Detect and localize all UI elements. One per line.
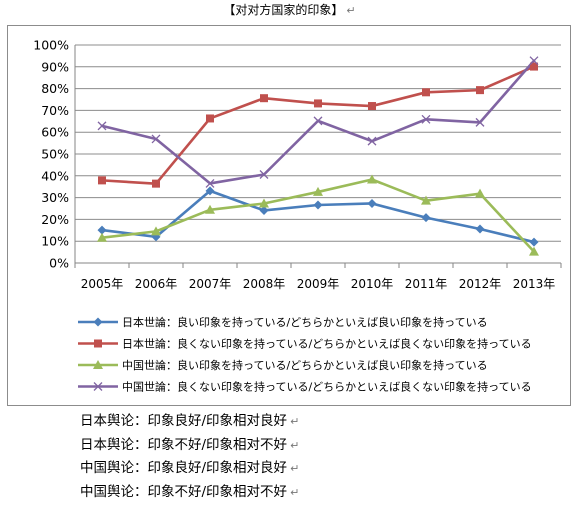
- data-point-series-3: [367, 174, 377, 184]
- x-marker-stroke: [529, 56, 539, 66]
- notes-block: 日本舆论：印象良好/印象相对良好 ↵ 日本舆论：印象不好/印象相对不好 ↵ 中国舆论…: [80, 410, 299, 504]
- data-point-series-3: [259, 198, 269, 208]
- legend-marker-1: [93, 317, 103, 327]
- data-point-series-1: [259, 205, 269, 215]
- x-tick-label: 2005年: [81, 277, 124, 291]
- note-line-japan-good: 日本舆论：印象良好/印象相对良好 ↵: [80, 410, 299, 434]
- y-tick-label: 10%: [41, 234, 69, 249]
- data-point-series-2: [476, 86, 484, 95]
- chart-frame: 0% 10% 20% 30% 40% 50% 60% 70% 80% 90% 100% 2005年 20…: [7, 25, 571, 406]
- data-point-series-4: [97, 121, 107, 131]
- x-marker-stroke: [475, 117, 485, 127]
- data-point-series-1: [367, 198, 377, 208]
- data-point-series-3: [313, 186, 323, 196]
- x-tick-label: 2008年: [243, 277, 286, 291]
- x-tick-label: 2007年: [189, 277, 232, 291]
- note-text: 中国舆论：印象不好/印象相对不好: [80, 483, 288, 500]
- x-marker-stroke: [205, 178, 215, 188]
- paragraph-mark-icon: ↵: [346, 4, 356, 17]
- x-marker-stroke: [367, 136, 377, 146]
- y-tick-label: 90%: [41, 59, 69, 74]
- document-title: 【对对方国家的印象】 ↵: [0, 1, 579, 18]
- data-point-series-4: [529, 56, 539, 66]
- data-point-series-2: [206, 114, 214, 123]
- data-point-series-2: [530, 62, 538, 71]
- note-text: 日本舆论：印象不好/印象相对不好: [80, 436, 288, 453]
- y-tick-label: 50%: [41, 147, 69, 162]
- x-tick-label: 2006年: [135, 277, 178, 291]
- data-point-series-1: [421, 213, 431, 223]
- data-point-series-3: [151, 226, 161, 236]
- legend-marker-3: [93, 360, 103, 369]
- data-point-series-3: [421, 195, 431, 205]
- note-line-china-good: 中国舆论：印象良好/印象相对良好 ↵: [80, 457, 299, 481]
- note-line-japan-bad: 日本舆论：印象不好/印象相对不好 ↵: [80, 434, 299, 458]
- series-line-2: [100, 65, 536, 185]
- x-tick-label: 2010年: [351, 277, 394, 291]
- note-text: 日本舆论：印象良好/印象相对良好: [80, 413, 288, 429]
- data-point-series-4: [151, 134, 161, 144]
- x-marker-stroke: [93, 382, 103, 391]
- x-marker-stroke: [97, 121, 107, 131]
- legend-label-1: 日本世論：良い印象を持っている/どちらかといえば良い印象を持っている: [122, 315, 488, 329]
- x-marker-stroke: [313, 116, 323, 126]
- data-point-series-4: [367, 136, 377, 146]
- x-tick-label: 2012年: [459, 277, 502, 291]
- legend-marker-4: [93, 382, 103, 391]
- data-point-series-2: [368, 102, 376, 111]
- paragraph-mark-icon: ↵: [290, 438, 300, 452]
- series-line-1: [100, 189, 536, 244]
- y-tick-label: 80%: [41, 81, 69, 96]
- data-point-series-4: [475, 117, 485, 127]
- chart-title: 【对对方国家的印象】: [223, 3, 344, 17]
- data-point-series-1: [475, 224, 485, 234]
- y-tick-label: 0%: [49, 256, 69, 271]
- note-text: 中国舆论：印象良好/印象相对良好: [80, 460, 288, 476]
- x-marker-stroke: [151, 134, 161, 144]
- data-point-series-4: [205, 178, 215, 188]
- series-line-4: [100, 59, 536, 185]
- data-point-series-2: [260, 94, 268, 103]
- y-tick-label: 30%: [41, 190, 69, 205]
- data-point-series-3: [529, 246, 539, 256]
- legend-label-4: 中国世論：良くない印象を持っている/どちらかといえば良くない印象を持っている: [122, 380, 532, 394]
- data-point-series-1: [529, 237, 539, 247]
- x-marker-stroke: [259, 170, 269, 179]
- x-marker-stroke: [421, 114, 431, 124]
- data-point-series-2: [314, 99, 322, 108]
- paragraph-mark-icon: ↵: [290, 462, 300, 475]
- data-point-series-4: [313, 116, 323, 126]
- x-tick-label: 2013年: [513, 277, 556, 291]
- legend-marker-2: [94, 339, 102, 348]
- y-tick-label: 40%: [41, 168, 69, 183]
- y-tick-label: 70%: [41, 103, 69, 118]
- y-tick-label: 100%: [33, 38, 69, 53]
- note-line-china-bad: 中国舆论：印象不好/印象相对不好 ↵: [80, 481, 299, 505]
- data-point-series-2: [152, 179, 160, 188]
- data-point-series-3: [205, 204, 215, 214]
- data-point-series-3: [475, 188, 485, 198]
- legend-label-2: 日本世論：良くない印象を持っている/どちらかといえば良くない印象を持っている: [122, 337, 532, 351]
- y-tick-label: 60%: [41, 125, 69, 140]
- data-point-series-1: [313, 200, 323, 210]
- line-chart: 0% 10% 20% 30% 40% 50% 60% 70% 80% 90% 100% 2005年 20…: [33, 38, 562, 394]
- x-tick-label: 2011年: [405, 277, 448, 291]
- data-point-series-4: [259, 170, 269, 179]
- data-point-series-3: [97, 232, 107, 242]
- paragraph-mark-icon: ↵: [290, 415, 300, 428]
- data-point-series-1: [205, 186, 215, 196]
- data-point-series-4: [421, 114, 431, 124]
- paragraph-mark-icon: ↵: [290, 485, 300, 499]
- y-tick-label: 20%: [41, 212, 69, 227]
- legend-label-3: 中国世論：良い印象を持っている/どちらかといえば良い印象を持っている: [122, 358, 488, 372]
- x-tick-label: 2009年: [297, 277, 340, 291]
- data-point-series-2: [422, 88, 430, 97]
- data-point-series-1: [97, 225, 107, 235]
- data-point-series-2: [98, 176, 106, 185]
